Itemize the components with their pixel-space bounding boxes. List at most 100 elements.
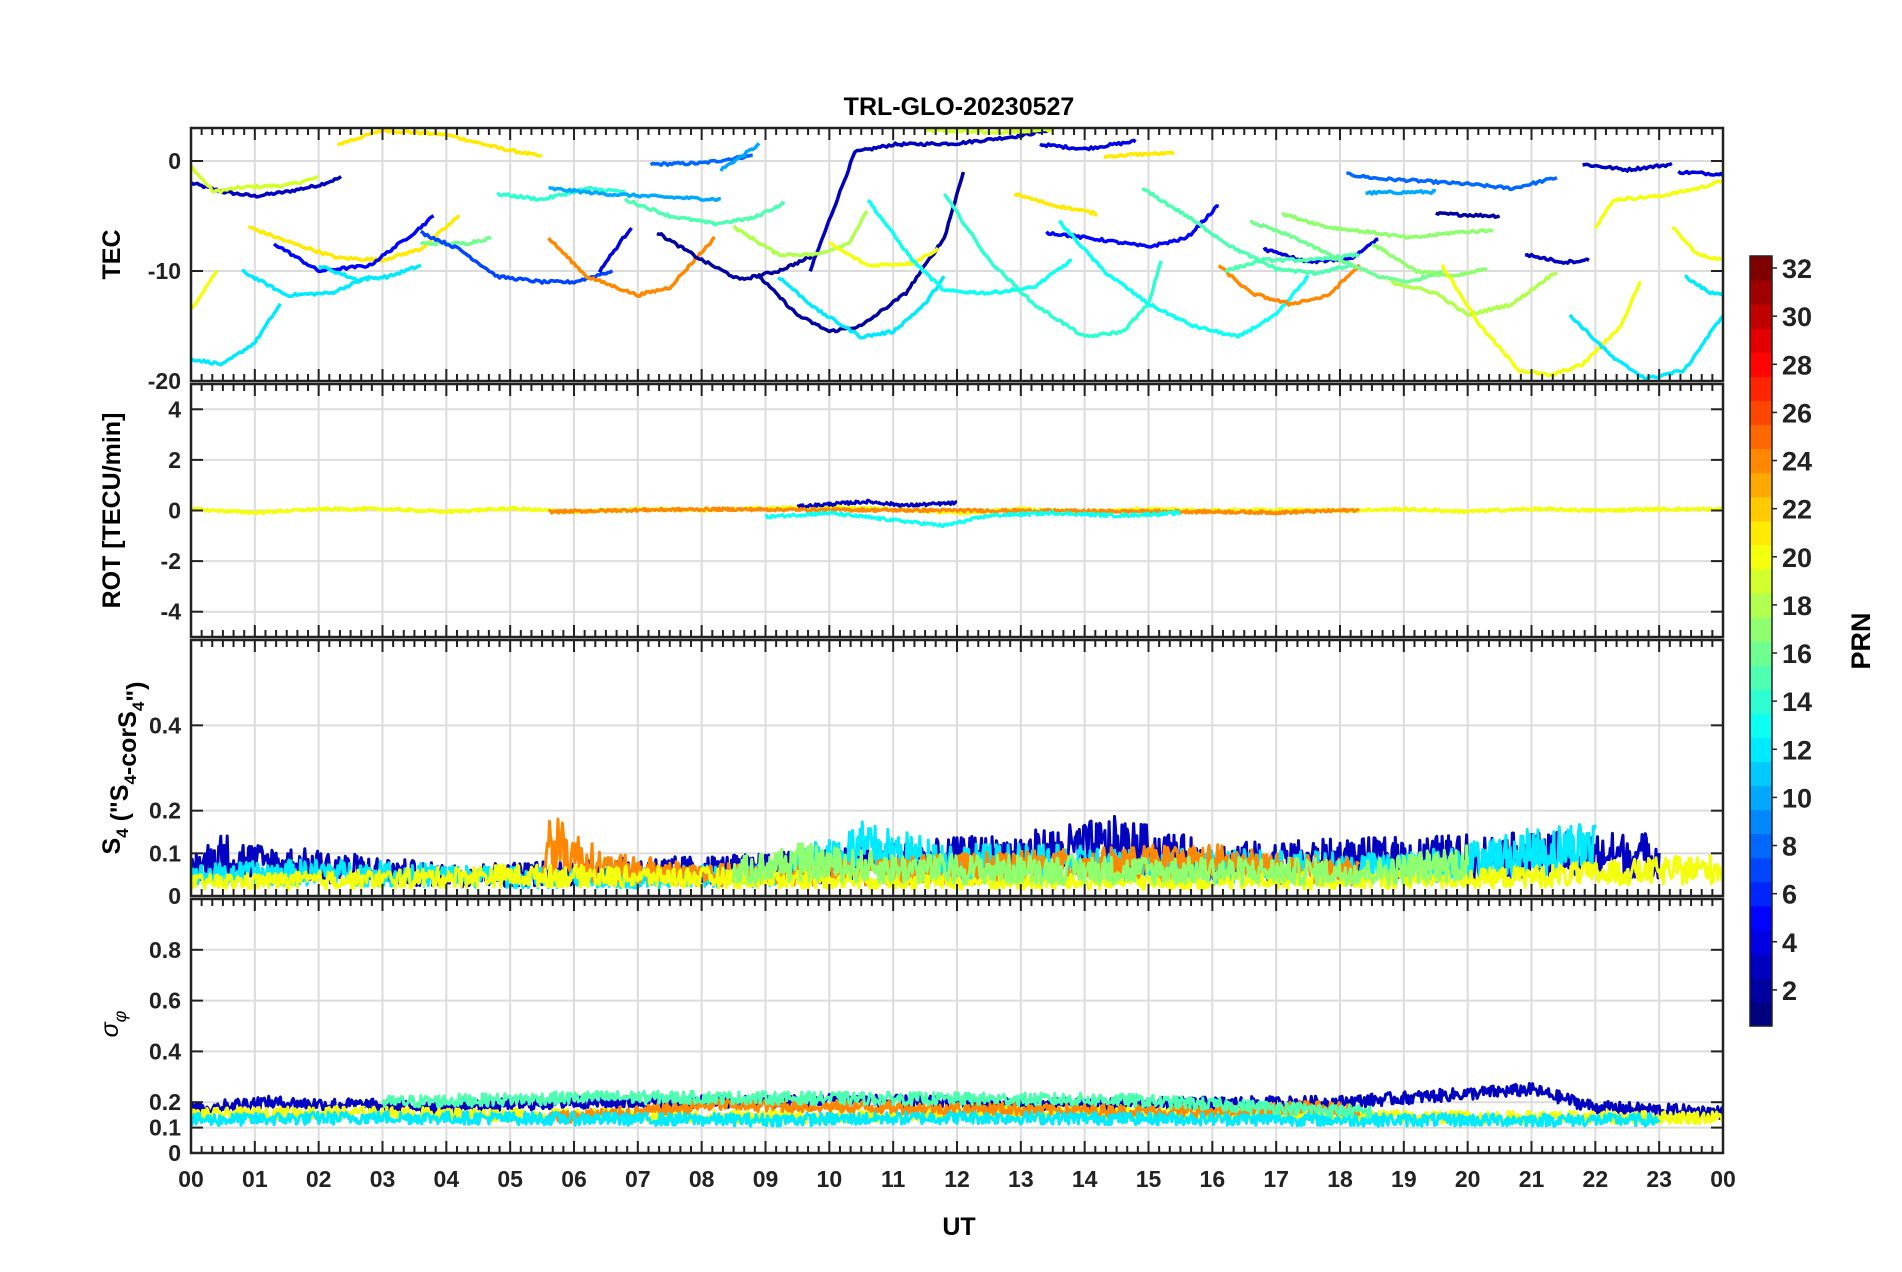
panel-sigma-phi: 00.10.2 0.4 0.6 0.8 σφ 00 01 02 03 04 05 06 07 08 09 10…	[96, 897, 1736, 1192]
series-line-prn-4	[597, 226, 633, 274]
x-tick-label: 17	[1263, 1166, 1289, 1192]
series-line-prn-13	[1057, 219, 1310, 339]
y-tick-label: 0.4	[149, 1038, 181, 1064]
y-tick-label: -20	[148, 368, 181, 394]
colorbar-swatch	[1750, 616, 1772, 642]
series-line-prn-10	[719, 142, 761, 172]
y-tick-label: 2	[168, 447, 181, 473]
colorbar-swatch	[1750, 833, 1772, 859]
colorbar-swatch	[1750, 472, 1772, 498]
colorbar-swatch	[1750, 496, 1772, 522]
series-line-prn-18	[732, 209, 869, 258]
colorbar-swatch	[1750, 352, 1772, 377]
x-tick-label: 11	[881, 1166, 906, 1192]
panel-s4: 0 0.1 0.2 0.4S4 ("S4-corS4")	[98, 638, 1725, 909]
series-line-prn-15	[1224, 252, 1361, 274]
colorbar-swatch	[1750, 568, 1772, 594]
series-line-prn-20	[191, 269, 219, 311]
colorbar-tick-label: 8	[1782, 832, 1797, 862]
series-line-prn-12	[191, 302, 282, 367]
series-line-prn-12	[191, 1110, 1661, 1128]
series-line-prn-19	[191, 164, 319, 194]
colorbar-tick-label: 30	[1782, 302, 1812, 332]
y-axis-label: TEC	[98, 230, 126, 280]
colorbar-swatch	[1750, 905, 1772, 931]
x-ticks	[190, 128, 1724, 381]
series-line-prn-20	[1671, 226, 1723, 262]
colorbar-swatch	[1750, 977, 1772, 1003]
colorbar-tick-label: 4	[1782, 928, 1797, 958]
x-tick-label: 12	[944, 1166, 970, 1192]
colorbar-swatch	[1750, 280, 1772, 305]
colorbar-swatch	[1750, 520, 1772, 546]
panel-rot: -4 -2 0 2 4 ROT [TECU/min]	[98, 382, 1725, 639]
x-tick-label: 13	[1008, 1166, 1034, 1192]
series-line-prn-3	[1582, 161, 1673, 173]
x-tick-label: 03	[370, 1166, 396, 1192]
y-tick-label: 0	[168, 1140, 181, 1166]
series-line-prn-20	[1440, 264, 1642, 378]
series-line-prn-4	[1039, 138, 1137, 152]
series-line-prn-24	[547, 235, 716, 299]
colorbar-swatch	[1750, 929, 1772, 955]
y-tick-label: 0.2	[149, 1089, 181, 1115]
series-line-prn-12	[777, 275, 946, 340]
x-tick-label: 22	[1583, 1166, 1609, 1192]
colorbar-swatch	[1750, 448, 1772, 474]
colorbar-swatch	[1750, 544, 1772, 570]
y-tick-label: 0.2	[149, 798, 181, 824]
colorbar-tick-label: 22	[1782, 495, 1812, 525]
colorbar-swatch	[1750, 881, 1772, 907]
x-tick-label: 10	[817, 1166, 843, 1192]
series-line-prn-21	[1103, 150, 1176, 160]
colorbar-tick-label: 18	[1782, 591, 1812, 621]
x-tick-label: 00	[178, 1166, 204, 1192]
y-tick-label: 0	[168, 148, 181, 174]
series-line-prn-14	[496, 186, 626, 202]
series-line-prn-4	[1677, 169, 1723, 177]
colorbar-frame	[1749, 255, 1773, 1027]
y-tick-label: 0.1	[149, 840, 181, 866]
colorbar-swatch	[1750, 713, 1772, 738]
colorbar-swatch	[1750, 809, 1772, 835]
series-line-prn-15	[381, 1089, 1373, 1120]
y-tick-label: -10	[148, 258, 181, 284]
y-tick-label: 0.8	[149, 937, 181, 963]
series-line-prn-12	[1684, 274, 1723, 297]
colorbar-swatch	[1750, 689, 1772, 714]
series-line-prn-2	[758, 171, 966, 334]
x-tick-label: 20	[1455, 1166, 1481, 1192]
x-axis-label: UT	[942, 1213, 975, 1241]
colorbar-swatch	[1750, 1001, 1772, 1027]
x-tick-label: 07	[625, 1166, 651, 1192]
series-line-prn-13	[866, 199, 1073, 296]
colorbar-swatch	[1750, 592, 1772, 618]
y-tick-label: 0.6	[149, 988, 181, 1014]
series-line-prn-21	[1013, 192, 1098, 217]
x-tick-label: 18	[1327, 1166, 1353, 1192]
series-line-prn-12	[1568, 313, 1723, 381]
colorbar-tick-label: 32	[1782, 254, 1812, 284]
x-tick-label: 09	[753, 1166, 779, 1192]
colorbar-swatch	[1750, 737, 1772, 762]
x-ticks	[190, 899, 1724, 1153]
y-tick-label: 0.1	[149, 1115, 181, 1141]
series-group	[191, 1082, 1723, 1128]
y-tick-label: 0	[168, 498, 181, 524]
series-line-prn-14	[942, 192, 1163, 339]
series-line-prn-5	[1045, 204, 1220, 249]
colorbar-swatch	[1750, 304, 1772, 329]
series-line-prn-10	[1365, 188, 1437, 196]
colorbar-tick-label: 26	[1782, 398, 1812, 428]
series-line-prn-16	[419, 235, 492, 247]
series-line-prn-21	[248, 214, 461, 264]
x-tick-label: 01	[242, 1166, 268, 1192]
colorbar-swatch	[1750, 400, 1772, 426]
series-line-prn-8	[1346, 171, 1558, 192]
series-line-prn-15	[1141, 187, 1354, 277]
y-axis-label: σφ	[96, 1010, 130, 1037]
series-line-prn-5	[272, 214, 435, 274]
colorbar-tick-label: 12	[1782, 735, 1812, 765]
